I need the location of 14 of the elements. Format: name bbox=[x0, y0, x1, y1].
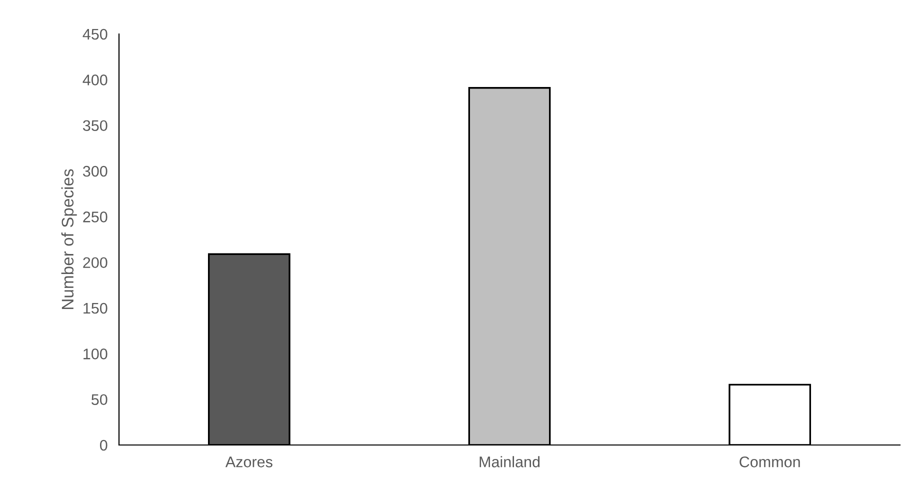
y-tick-label: 50 bbox=[92, 394, 108, 406]
y-tick-label: 350 bbox=[82, 120, 108, 132]
y-axis-title: Number of Species bbox=[61, 169, 77, 309]
x-tick-label: Mainland bbox=[480, 456, 540, 468]
x-tick-label: Azores bbox=[225, 456, 272, 468]
y-tick-label: 250 bbox=[83, 212, 108, 222]
y-tick-label: 200 bbox=[83, 257, 108, 268]
y-tick-label: 100 bbox=[84, 348, 108, 360]
y-tick-label: 0 bbox=[100, 440, 108, 451]
y-tick-label: 150 bbox=[84, 302, 108, 314]
y-tick-label: 450 bbox=[82, 28, 108, 40]
x-tick-label: Common bbox=[740, 456, 800, 468]
y-tick-label: 300 bbox=[82, 166, 108, 177]
y-tick-label: 400 bbox=[82, 74, 108, 86]
